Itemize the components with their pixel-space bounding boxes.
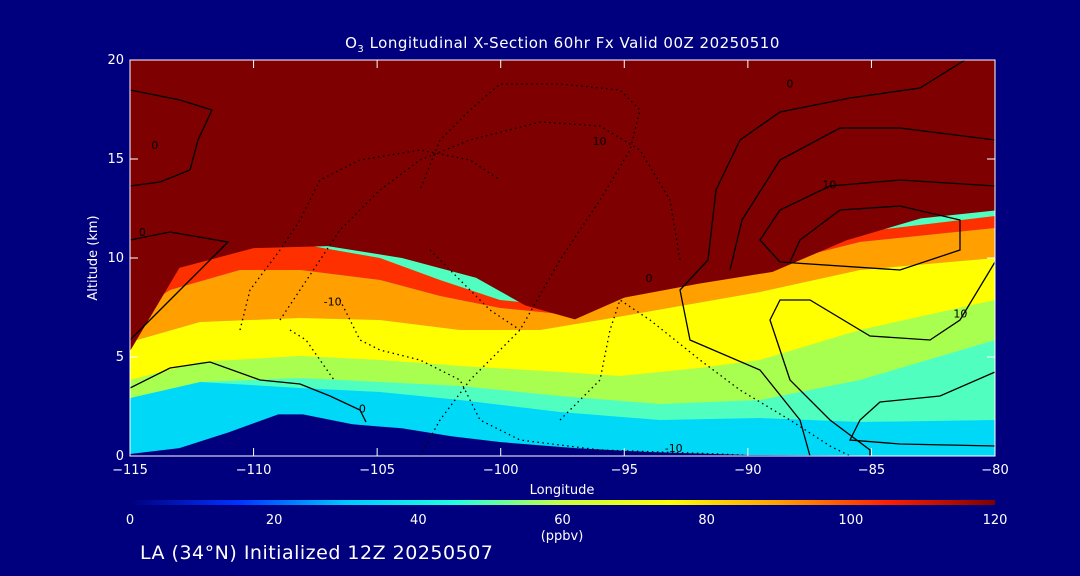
contour-label: 0 — [151, 139, 158, 152]
colorbar-tick-label: 20 — [266, 513, 283, 528]
contour-dotted-5 — [339, 299, 761, 456]
y-tick-label: 10 — [107, 251, 124, 266]
colorbar-tick-label: 80 — [698, 513, 715, 528]
colorbar-tick-label: 120 — [983, 513, 1008, 528]
chart-subtitle: LA (34°N) Initialized 12Z 20250507 — [140, 542, 494, 564]
upper-troposphere-band — [130, 258, 995, 380]
title-prefix: O — [345, 34, 358, 52]
tropopause-orange-band — [130, 228, 995, 342]
contour-label: 10 — [953, 307, 967, 320]
y-tick-label: 0 — [116, 449, 124, 464]
contour-label: -10 — [665, 442, 683, 455]
terrain-silhouette — [130, 414, 995, 456]
contour-labels: 0 0 0 0 0 10 -10 -10 10 10 — [139, 78, 968, 455]
mid-troposphere-band — [130, 300, 995, 404]
x-tick-label: −110 — [236, 463, 272, 478]
x-tick-label: −100 — [483, 463, 519, 478]
contour-solid-east-4 — [769, 261, 995, 456]
colorbar-tick-label: 40 — [410, 513, 427, 528]
contour-solid-east-1 — [679, 60, 966, 456]
title-text: Longitudinal X-Section 60hr Fx Valid 00Z… — [364, 34, 780, 52]
colorbar-unit: (ppbv) — [541, 529, 584, 544]
y-tick-label: 15 — [107, 152, 124, 167]
contour-solid-terrain — [130, 361, 367, 423]
x-tick-label: −105 — [359, 463, 395, 478]
contour-label: 0 — [139, 226, 146, 239]
contour-label: -10 — [324, 296, 342, 309]
stratospheric-ozone-area — [130, 60, 995, 352]
chart-title: O3 Longitudinal X-Section 60hr Fx Valid … — [130, 34, 995, 55]
x-axis: −115 −110 −105 −100 −95 −90 −85 −80 — [112, 60, 1009, 478]
tropopause-red-band — [130, 216, 995, 316]
x-tick-label: −85 — [858, 463, 885, 478]
x-tick-label: −115 — [112, 463, 148, 478]
contour-solid-east-2 — [729, 127, 995, 271]
title-subscript: 3 — [357, 44, 365, 55]
contour-label: 0 — [646, 272, 653, 285]
y-tick-label: 5 — [116, 350, 124, 365]
contour-dotted-lines — [239, 83, 851, 456]
y-axis-label: Altitude (km) — [86, 215, 101, 300]
contour-label: 10 — [822, 179, 836, 192]
x-tick-label: −80 — [981, 463, 1008, 478]
colorbar-tick-label: 60 — [554, 513, 571, 528]
colorbar — [130, 500, 995, 505]
x-tick-label: −95 — [611, 463, 638, 478]
contour-label: 0 — [359, 402, 366, 415]
contour-dotted-1 — [419, 83, 641, 456]
contour-lines — [130, 60, 995, 456]
x-axis-label: Longitude — [530, 483, 595, 498]
colorbar-tick-label: 100 — [838, 513, 863, 528]
x-tick-label: −90 — [734, 463, 761, 478]
contour-solid-east-5 — [848, 371, 995, 447]
y-axis: 0 5 10 15 20 — [107, 53, 995, 464]
colorbar-tick-label: 0 — [126, 513, 134, 528]
contour-label: 0 — [786, 78, 793, 91]
contour-dotted-4 — [289, 329, 335, 381]
contour-dotted-7 — [429, 249, 521, 331]
contour-label: 10 — [593, 135, 607, 148]
colorbar-ticks: 0 20 40 60 80 100 120 — [126, 513, 1008, 528]
y-tick-label: 20 — [107, 53, 124, 68]
contour-solid-west-lower — [130, 231, 230, 341]
contour-solid-west — [130, 89, 213, 187]
contour-dotted-3 — [279, 121, 681, 321]
contour-dotted-6 — [559, 298, 851, 456]
contour-solid-east-3 — [759, 179, 995, 271]
